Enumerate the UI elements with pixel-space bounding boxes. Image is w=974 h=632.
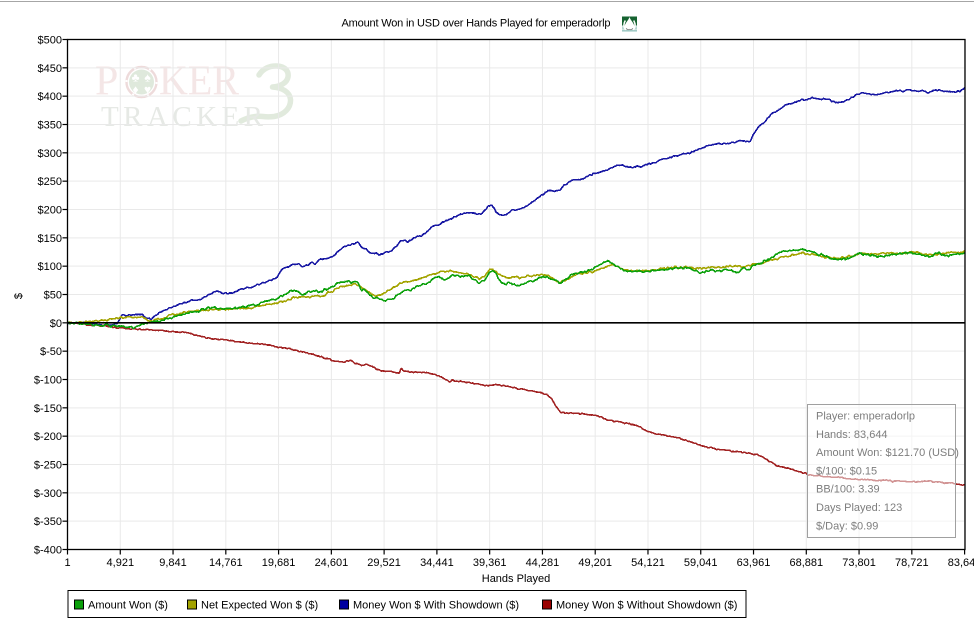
svg-text:9,841: 9,841	[159, 557, 187, 569]
svg-text:$/100: $0.15: $/100: $0.15	[816, 465, 877, 477]
svg-text:$-400: $-400	[34, 545, 62, 557]
svg-text:$-50: $-50	[40, 346, 62, 358]
svg-text:Money Won $ Without Showdown (: Money Won $ Without Showdown ($)	[556, 600, 737, 612]
svg-text:$-300: $-300	[34, 488, 62, 500]
svg-text:♦: ♦	[133, 83, 139, 97]
svg-text:$150: $150	[38, 233, 62, 245]
svg-text:Hands: 83,644: Hands: 83,644	[816, 429, 888, 441]
svg-text:$0: $0	[50, 318, 62, 330]
svg-text:$-250: $-250	[34, 460, 62, 472]
svg-text:Days Played: 123: Days Played: 123	[816, 502, 902, 514]
svg-text:P: P	[95, 59, 118, 105]
svg-text:Amount Won ($): Amount Won ($)	[88, 600, 168, 612]
svg-text:$50: $50	[44, 290, 62, 302]
svg-text:83,641: 83,641	[948, 557, 974, 569]
svg-text:♠: ♠	[144, 71, 151, 85]
svg-text:49,201: 49,201	[578, 557, 612, 569]
svg-text:39,361: 39,361	[473, 557, 507, 569]
svg-text:Amount Won in USD over Hands P: Amount Won in USD over Hands Played for …	[342, 18, 611, 30]
svg-text:$350: $350	[38, 120, 62, 132]
svg-text:1: 1	[64, 557, 70, 569]
svg-text:63,961: 63,961	[737, 557, 771, 569]
svg-text:44,281: 44,281	[526, 557, 560, 569]
svg-text:54,121: 54,121	[631, 557, 665, 569]
svg-text:$300: $300	[38, 148, 62, 160]
svg-text:29,521: 29,521	[367, 557, 401, 569]
svg-text:$400: $400	[38, 91, 62, 103]
svg-text:$250: $250	[38, 176, 62, 188]
svg-text:4,921: 4,921	[107, 557, 135, 569]
svg-text:BB/100: 3.39: BB/100: 3.39	[816, 484, 880, 496]
svg-text:$100: $100	[38, 261, 62, 273]
svg-text:$-150: $-150	[34, 403, 62, 415]
svg-text:$/Day: $0.99: $/Day: $0.99	[816, 520, 878, 532]
svg-text:73,801: 73,801	[842, 557, 876, 569]
svg-text:34,441: 34,441	[420, 557, 454, 569]
svg-text:Hands Played: Hands Played	[482, 573, 551, 585]
svg-text:♥: ♥	[144, 83, 151, 97]
svg-text:TRACKER: TRACKER	[101, 101, 264, 133]
svg-text:14,761: 14,761	[209, 557, 243, 569]
svg-text:Amount Won: $121.70 (USD): Amount Won: $121.70 (USD)	[816, 447, 959, 459]
svg-text:Money Won $ With Showdown ($): Money Won $ With Showdown ($)	[353, 600, 519, 612]
svg-text:$-350: $-350	[34, 516, 62, 528]
svg-text:24,601: 24,601	[315, 557, 349, 569]
svg-text:$-200: $-200	[34, 431, 62, 443]
svg-text:$450: $450	[38, 63, 62, 75]
svg-text:Player: emperadorlp: Player: emperadorlp	[816, 411, 915, 423]
svg-text:19,681: 19,681	[262, 557, 296, 569]
svg-text:$-100: $-100	[34, 375, 62, 387]
svg-text:59,041: 59,041	[684, 557, 718, 569]
svg-text:KER: KER	[159, 59, 239, 105]
svg-text:♣: ♣	[132, 71, 140, 85]
svg-text:$500: $500	[38, 35, 62, 47]
svg-text:$: $	[13, 293, 25, 299]
svg-text:78,721: 78,721	[895, 557, 929, 569]
svg-text:Net Expected Won $ ($): Net Expected Won $ ($)	[201, 600, 318, 612]
svg-text:68,881: 68,881	[789, 557, 823, 569]
svg-text:$200: $200	[38, 205, 62, 217]
